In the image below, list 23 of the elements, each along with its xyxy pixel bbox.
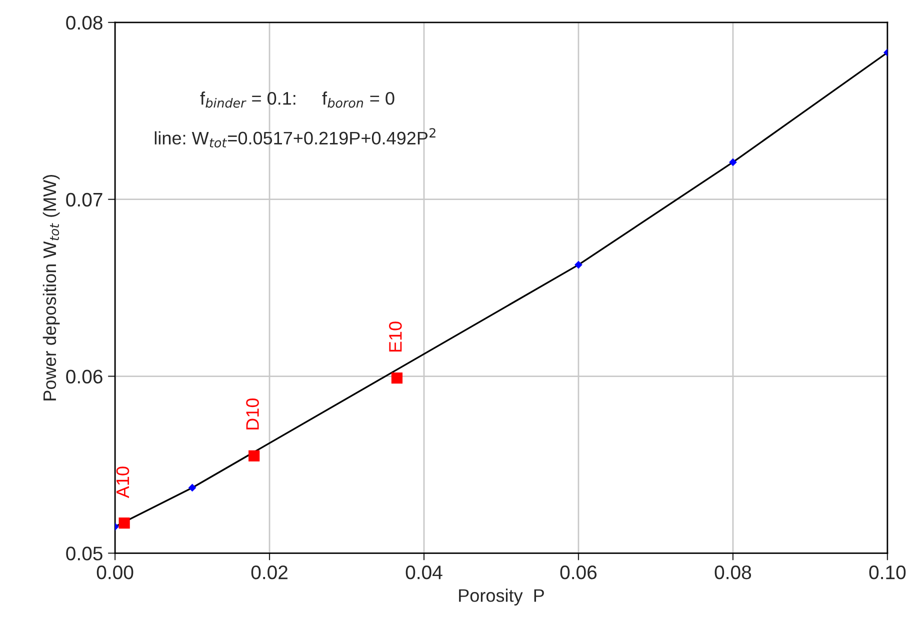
point xyxy=(118,518,130,529)
point xyxy=(391,372,403,384)
x-tick-label: 0.08 xyxy=(714,566,752,580)
point xyxy=(574,260,582,269)
y-tick-label: 0.06 xyxy=(66,370,102,384)
y-axis-title: Power deposition W$_{tot}$ (MW) xyxy=(42,174,60,400)
x-tick-label: 0.00 xyxy=(96,566,134,580)
point xyxy=(729,158,737,166)
y-tick-label: 0.05 xyxy=(66,546,102,560)
annotation: D10 xyxy=(246,398,259,430)
x-axis-title: Porosity P xyxy=(459,588,544,606)
annotation: A10 xyxy=(116,466,130,498)
x-tick-label: 0.06 xyxy=(560,566,597,580)
y-tick-label: 0.07 xyxy=(66,192,102,207)
y-tick-label: 0.08 xyxy=(66,16,102,30)
annotation: E10 xyxy=(389,322,402,352)
annotation: line: W$_{tot}$=0.0517+0.219P+0.492P$^{2}$ xyxy=(154,128,436,148)
x-tick-label: 0.10 xyxy=(869,566,906,580)
x-tick-label: 0.02 xyxy=(251,566,288,580)
point xyxy=(248,450,260,462)
x-tick-label: 0.04 xyxy=(406,566,442,580)
point xyxy=(188,484,196,492)
annotation: f$_{binder}$ = 0.1: f$_{boron}$ = 0 xyxy=(200,92,394,108)
